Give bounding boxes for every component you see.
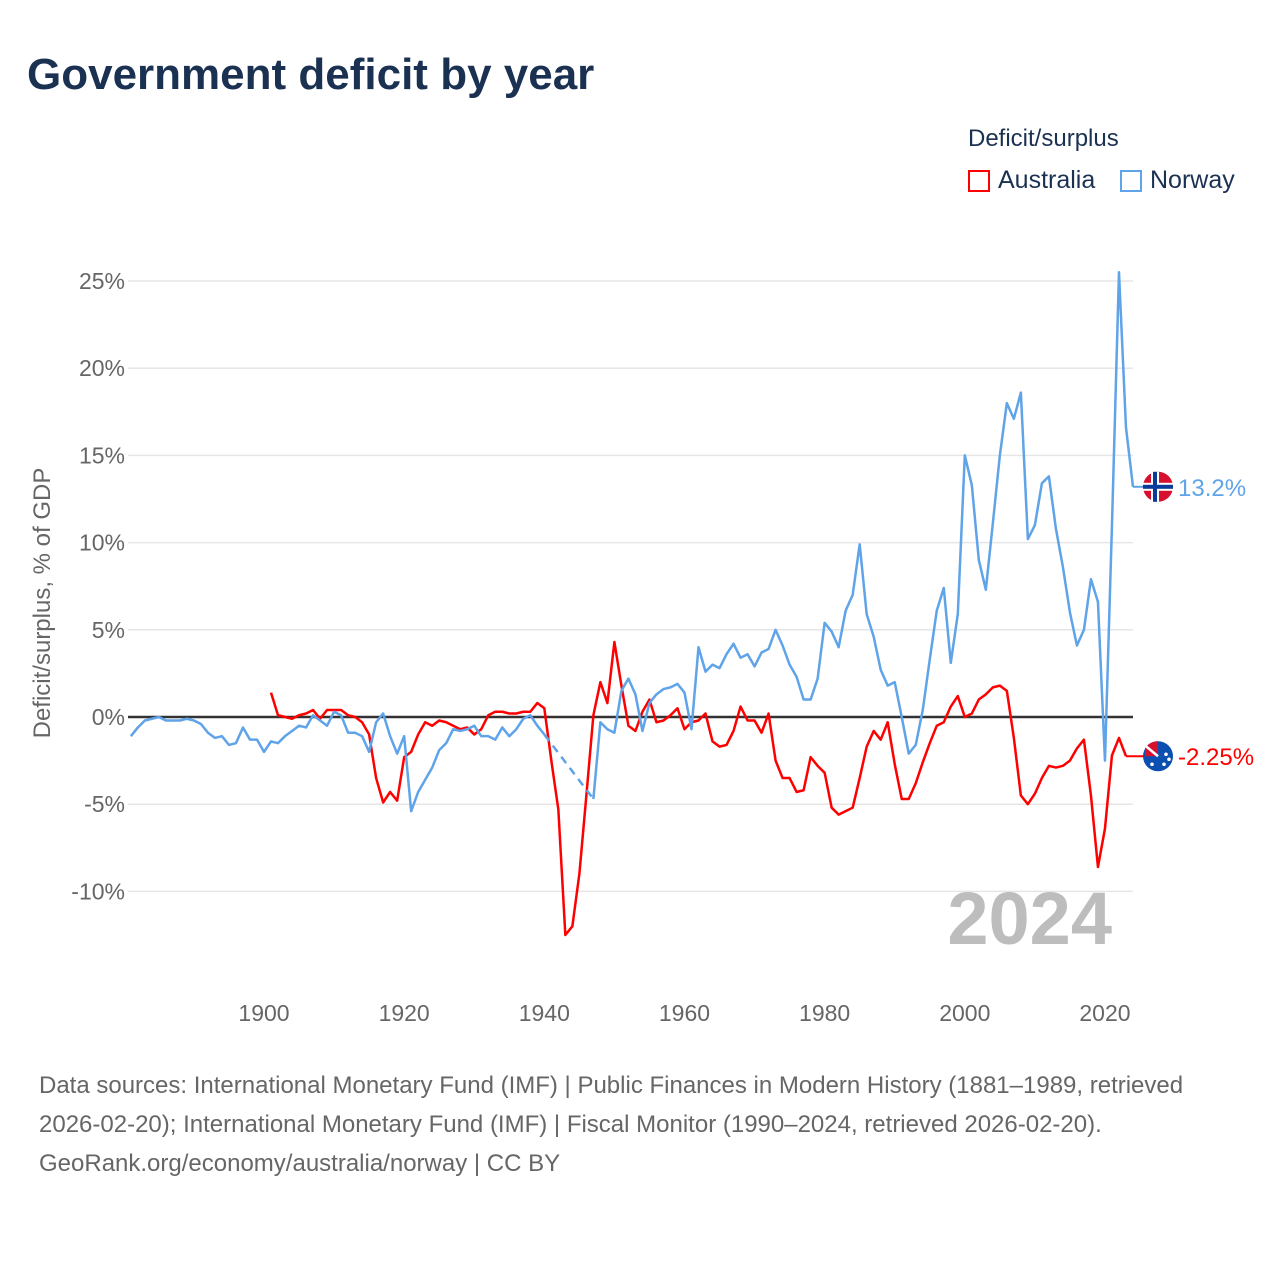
flag-star xyxy=(1162,762,1166,767)
x-tick-label: 1940 xyxy=(519,1000,570,1026)
x-tick-label: 2000 xyxy=(939,1000,990,1026)
y-tick-label: 0% xyxy=(92,704,125,730)
footer: Data sources: International Monetary Fun… xyxy=(39,1066,1239,1183)
x-tick-label: 1920 xyxy=(379,1000,430,1026)
legend-item-australia[interactable]: Australia xyxy=(968,166,1095,195)
x-tick-label: 1980 xyxy=(799,1000,850,1026)
legend-label: Norway xyxy=(1150,166,1235,194)
y-tick-label: -10% xyxy=(71,878,125,904)
end-value-label: -2.25% xyxy=(1178,744,1254,771)
flag-cross xyxy=(1153,471,1157,502)
legend-swatch-norway xyxy=(1120,169,1142,192)
x-tick-label: 2020 xyxy=(1079,1000,1130,1026)
norway-flag-icon xyxy=(1143,471,1173,502)
flag-star xyxy=(1164,752,1168,757)
legend-swatch-australia xyxy=(968,169,990,192)
flag-star xyxy=(1150,762,1154,767)
series-line-norway xyxy=(592,271,1135,800)
australia-flag-icon xyxy=(1143,741,1173,772)
legend-title: Deficit/surplus xyxy=(968,125,1119,152)
series-line-australia xyxy=(269,640,1128,937)
year-watermark: 2024 xyxy=(947,877,1112,960)
credit-link[interactable]: GeoRank.org/economy/australia/norway | C… xyxy=(39,1150,561,1177)
flag-cross xyxy=(1143,484,1173,489)
chart-title: Government deficit by year xyxy=(27,50,595,99)
flag-star xyxy=(1167,757,1171,762)
y-tick-label: 10% xyxy=(79,530,125,556)
y-tick-label: 5% xyxy=(92,617,125,643)
legend-label: Australia xyxy=(998,166,1096,194)
x-tick-label: 1900 xyxy=(238,1000,289,1026)
y-axis-label: Deficit/surplus, % of GDP xyxy=(29,468,56,739)
end-value-label: 13.2% xyxy=(1178,475,1246,502)
data-sources: Data sources: International Monetary Fun… xyxy=(39,1072,1184,1138)
series-line-norway xyxy=(129,710,546,813)
y-tick-label: 25% xyxy=(79,268,125,294)
y-tick-label: -5% xyxy=(84,791,125,817)
flag-cross xyxy=(1145,745,1159,758)
y-tick-label: 15% xyxy=(79,442,125,468)
x-tick-label: 1960 xyxy=(659,1000,710,1026)
y-tick-label: 20% xyxy=(79,355,125,381)
legend-item-norway[interactable]: Norway xyxy=(1120,166,1235,195)
